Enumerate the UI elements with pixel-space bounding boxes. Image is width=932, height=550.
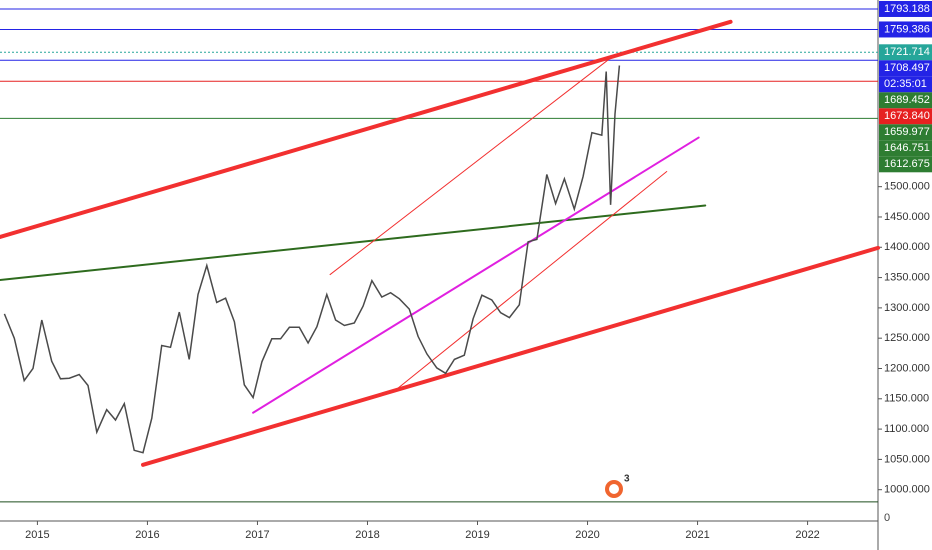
price-label-box [879,156,932,173]
x-tick-label: 2022 [795,529,819,541]
price-label: 1646.751 [884,142,930,154]
y-tick-label: 1300.000 [884,302,930,314]
price-label-box [879,124,932,141]
trend-line [141,245,880,467]
price-label-box [879,0,932,17]
countdown-box [879,76,932,93]
y-tick-label: 1200.000 [884,362,930,374]
price-label: 1659.977 [884,126,930,138]
y-tick-label: 1000.000 [884,484,930,496]
price-line [3,65,621,454]
y-tick-label: 1250.000 [884,332,930,344]
y-tick-label: 1450.000 [884,211,930,223]
price-label: 1721.714 [884,46,930,58]
price-label-box [879,60,932,77]
x-tick-label: 2019 [465,529,489,541]
y-tick-label: 1100.000 [884,423,929,435]
y-tick-label: 1500.000 [884,181,930,193]
y-tick-label: 1350.000 [884,271,930,283]
price-label: 1689.452 [884,94,930,106]
y-tick-label: 1400.000 [884,241,930,253]
y-tick-label: 1150.000 [884,393,929,405]
price-label: 1759.386 [884,23,930,35]
logo-badge: 3 [624,474,630,485]
price-label: 1793.188 [884,3,930,15]
price-label-box [879,44,932,61]
trend-line [329,54,616,276]
logo-inner [609,484,619,494]
trend-line [0,19,733,239]
x-tick-label: 2017 [245,529,269,541]
x-tick-label: 2015 [25,529,49,541]
x-tick-label: 2020 [575,529,599,541]
price-label-box [879,21,932,38]
trend-line [252,136,700,414]
trend-line [0,204,707,281]
axis-floor-label: 0 [884,512,890,524]
trend-line [395,171,668,391]
x-tick-label: 2018 [355,529,379,541]
x-tick-label: 2016 [135,529,159,541]
price-label: 1612.675 [884,158,930,170]
price-label-box [879,92,932,109]
price-label: 1673.840 [884,110,930,122]
logo: 3 [605,474,630,498]
price-label-box [879,108,932,125]
y-tick-label: 1050.000 [884,453,930,465]
price-label-box [879,140,932,157]
countdown-label: 02:35:01 [884,78,927,90]
x-tick-label: 2021 [685,529,709,541]
price-label: 1708.497 [884,62,930,74]
